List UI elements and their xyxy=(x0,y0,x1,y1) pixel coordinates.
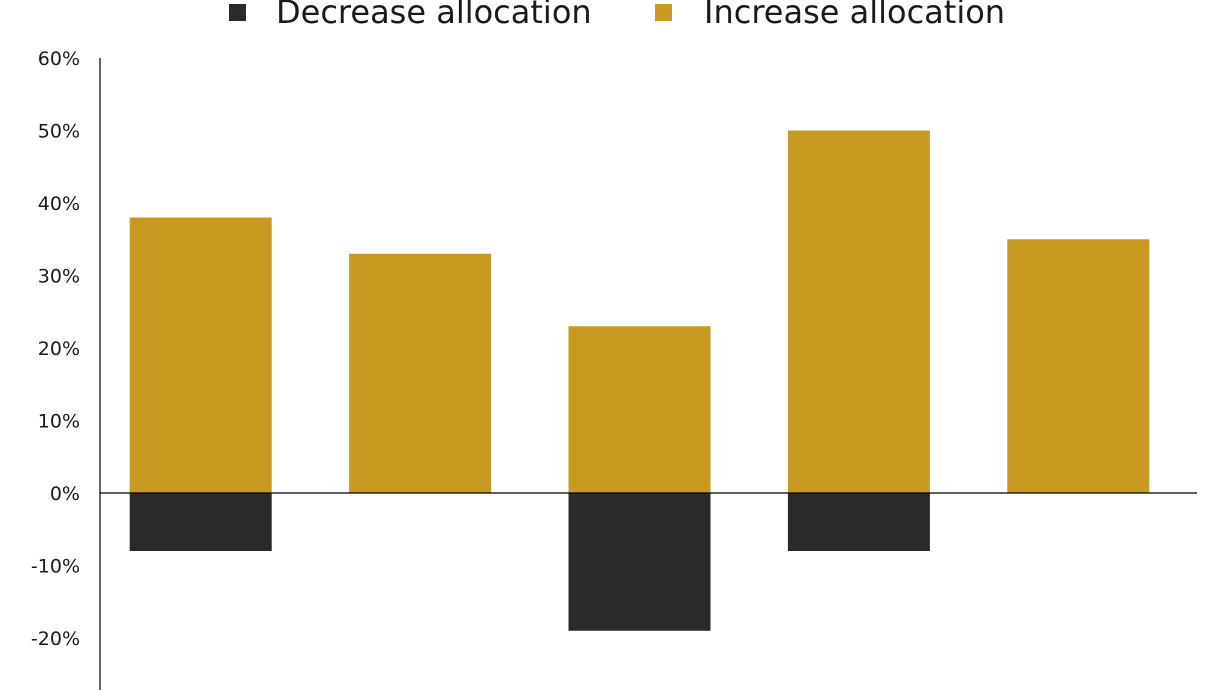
y-axis-tick-labels: 60% 50% 40% 30% 20% 10% 0% -10% -20% xyxy=(31,48,80,650)
bars xyxy=(129,130,1150,631)
y-tick-label: 30% xyxy=(38,266,80,288)
y-tick-label: 40% xyxy=(38,193,80,215)
legend-label: Increase allocation xyxy=(704,0,1005,31)
increase-bar xyxy=(129,217,272,493)
y-tick-label: 50% xyxy=(38,121,80,143)
y-tick-label: -10% xyxy=(31,556,80,578)
decrease-bar xyxy=(787,493,930,551)
legend-swatch xyxy=(655,4,672,21)
increase-bar xyxy=(349,253,492,493)
y-tick-label: 10% xyxy=(38,411,80,433)
y-tick-label: 60% xyxy=(38,48,80,70)
legend-label: Decrease allocation xyxy=(276,0,592,31)
decrease-bar xyxy=(129,493,272,551)
y-tick-label: 20% xyxy=(38,338,80,360)
increase-bar xyxy=(568,326,711,493)
increase-bar xyxy=(787,130,930,493)
y-tick-label: -20% xyxy=(31,628,80,650)
legend-swatch xyxy=(229,4,246,21)
legend: Decrease allocation Increase allocation xyxy=(229,0,1005,31)
y-tick-label: 0% xyxy=(50,483,80,505)
increase-bar xyxy=(1007,239,1150,493)
decrease-bar xyxy=(568,493,711,631)
